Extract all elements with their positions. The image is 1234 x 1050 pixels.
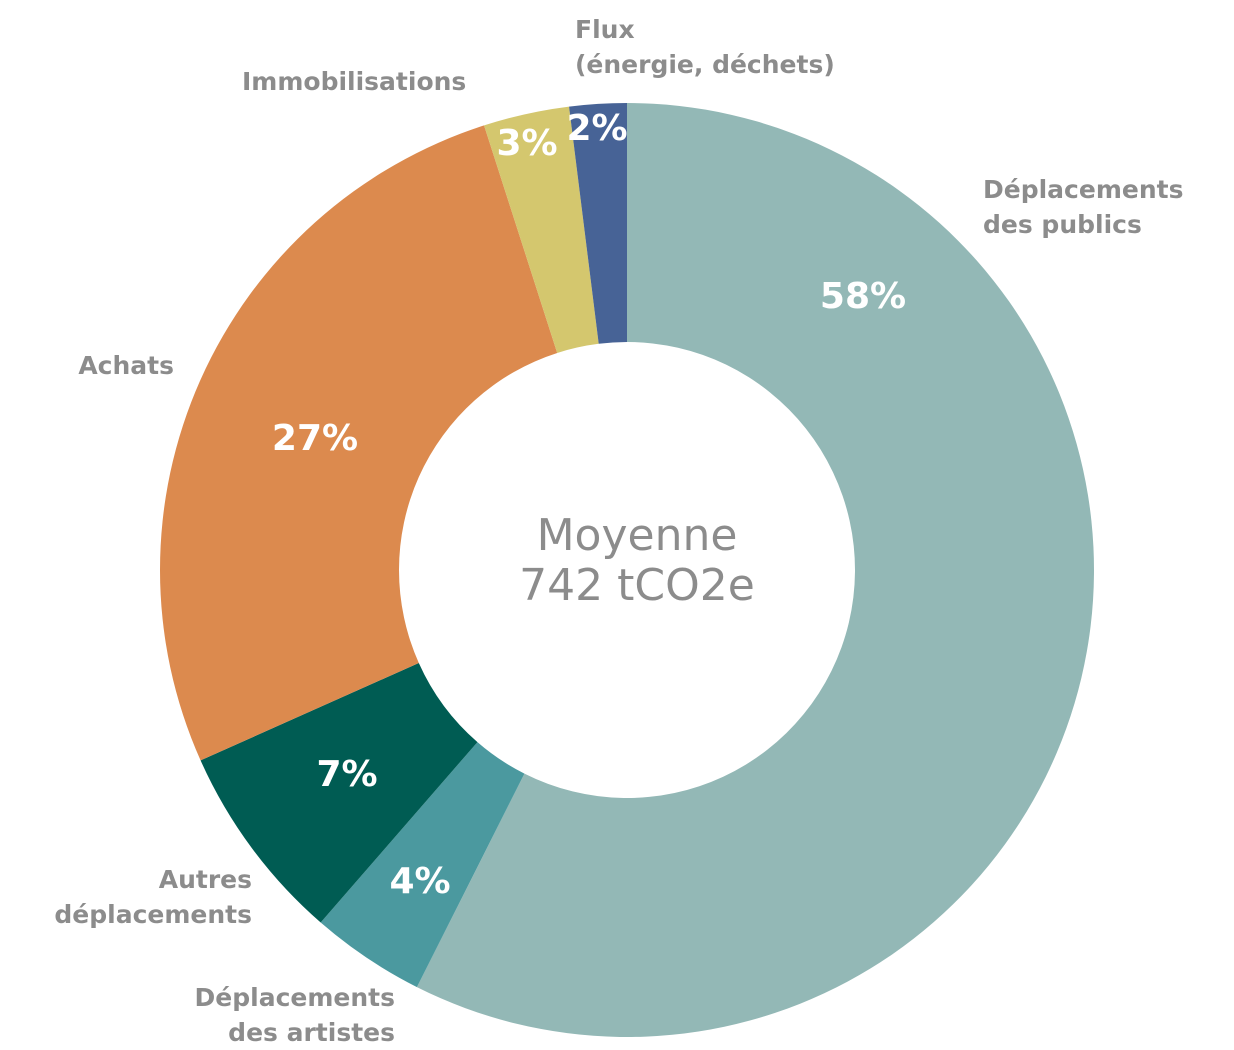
donut-segment bbox=[484, 106, 599, 353]
donut-segment bbox=[320, 742, 525, 988]
category-label: Achats bbox=[78, 351, 174, 380]
center-label: 742 tCO2e bbox=[519, 560, 755, 611]
value-label: 58% bbox=[820, 276, 906, 317]
category-label: Autres déplacements bbox=[54, 865, 252, 929]
value-label: 7% bbox=[316, 754, 377, 795]
category-label: Flux (énergie, déchets) bbox=[575, 15, 835, 79]
category-label: Déplacements des publics bbox=[983, 175, 1184, 239]
donut-segment bbox=[416, 103, 1094, 1037]
donut-segment bbox=[200, 662, 478, 923]
donut-segment bbox=[159, 125, 558, 761]
value-label: 2% bbox=[566, 108, 627, 149]
center-label: Moyenne bbox=[537, 510, 738, 561]
value-label: 27% bbox=[272, 418, 358, 459]
donut-segment bbox=[569, 103, 627, 344]
category-label: Immobilisations bbox=[242, 67, 467, 96]
value-label: 4% bbox=[389, 861, 450, 902]
category-label: Déplacements des artistes bbox=[194, 983, 395, 1047]
value-label: 3% bbox=[496, 123, 557, 164]
